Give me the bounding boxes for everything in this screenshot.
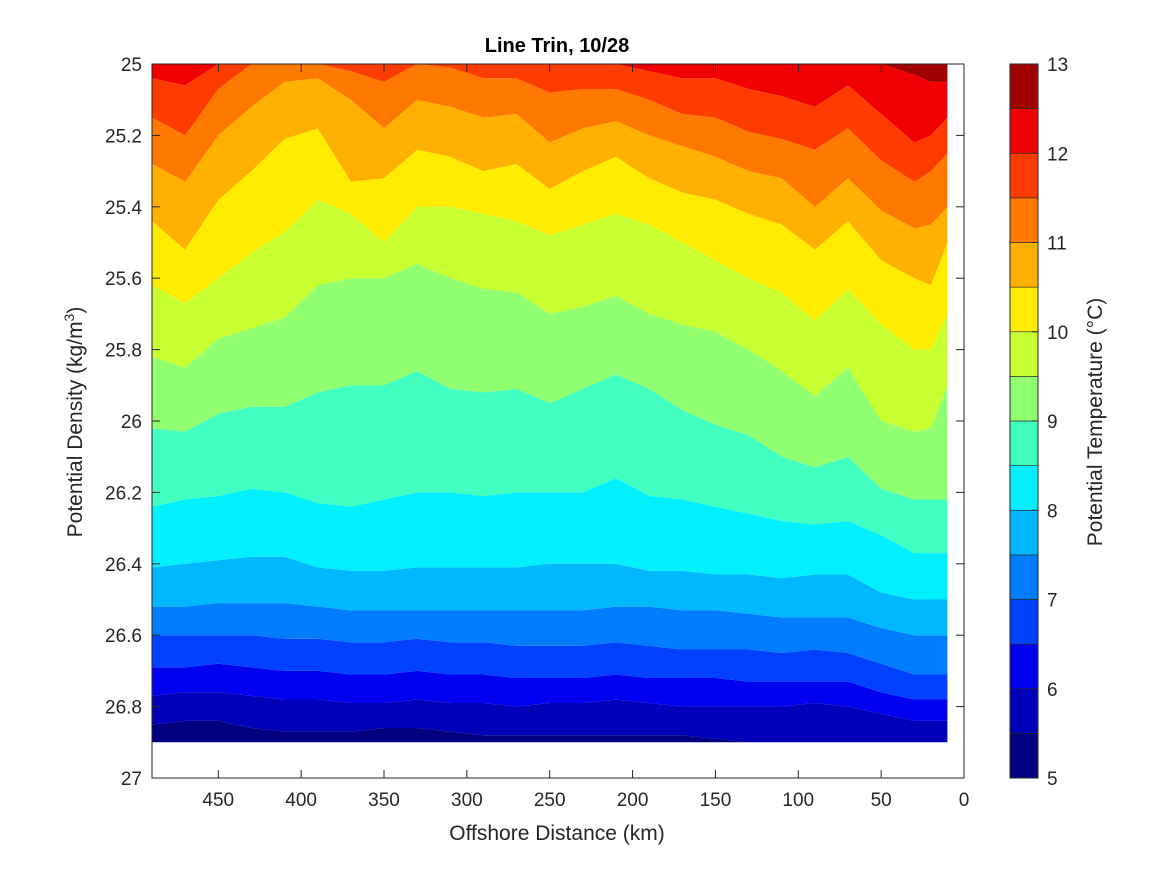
contour-band-2: [152, 663, 948, 721]
colorbar-tick-label-5: 5: [1047, 769, 1058, 790]
y-tick-label-0: 25: [121, 55, 142, 76]
contour-band-8: [152, 263, 948, 500]
contour-band-12: [152, 64, 948, 229]
colorbar-segment-5: [1009, 509, 1039, 556]
x-tick-label-50: 50: [871, 790, 892, 811]
x-axis-label: Offshore Distance (km): [449, 822, 665, 845]
contour-band-1: [152, 692, 948, 743]
colorbar-tick-label-6: 6: [1047, 680, 1058, 701]
contour-band-3: [152, 635, 948, 700]
y-axis: 25 25.2 25.4 25.6 25.8 26 26.2 26.4 26.6 26.8 27: [105, 55, 964, 790]
colorbar-segment-7: [1009, 420, 1039, 466]
colorbar-tick-label-10: 10: [1047, 323, 1068, 344]
y-tick-label-8: 26.6: [105, 626, 142, 647]
y-axis-label-main: Potential Density (kg/m: [64, 321, 87, 537]
y-tick-label-10: 27: [121, 769, 142, 790]
colorbar-segment-11: [1009, 242, 1039, 288]
colorbar-tick-label-9: 9: [1047, 412, 1058, 433]
colorbar-segment-14: [1009, 108, 1039, 154]
colorbar-segment-13: [1009, 152, 1039, 199]
colorbar-tick-label-13: 13: [1047, 55, 1068, 76]
colorbar-segment-2: [1009, 643, 1039, 690]
x-tick-label-300: 300: [451, 790, 483, 811]
contour-band-7: [152, 371, 948, 554]
colorbar-segment-4: [1009, 554, 1039, 600]
y-tick-label-4: 25.8: [105, 341, 142, 362]
y-tick-label-6: 26.2: [105, 483, 142, 504]
y-axis-label-superscript: 3: [61, 313, 77, 321]
colorbar-segment-6: [1009, 465, 1039, 511]
y-axis-label-close: ): [64, 307, 87, 314]
x-tick-label-250: 250: [534, 790, 566, 811]
y-tick-label-3: 25.6: [105, 269, 142, 290]
y-tick-label-5: 26: [121, 412, 142, 433]
x-axis: 450 400 350 300 250 200 150 100 50 0: [202, 64, 969, 811]
plot-area: [151, 63, 965, 779]
y-tick-label-1: 25.2: [105, 126, 142, 147]
contour-band-10: [152, 128, 948, 350]
colorbar-segment-3: [1009, 599, 1039, 645]
colorbar-segment-10: [1009, 286, 1039, 333]
colorbar-tick-label-12: 12: [1047, 144, 1068, 165]
colorbar-segment-15: [1009, 63, 1039, 109]
x-tick-label-400: 400: [285, 790, 317, 811]
colorbar: 5 6 7 8 9 10 11 12 13: [1009, 55, 1068, 790]
contour-band-4: [152, 603, 948, 675]
contour-band-5: [152, 556, 948, 636]
colorbar-label: Potential Temperature (°C): [1084, 298, 1107, 546]
contour-band-14: [152, 64, 948, 143]
contour-band-0: [152, 599, 948, 743]
colorbar-tick-label-7: 7: [1047, 591, 1058, 612]
colorbar-segment-12: [1009, 197, 1039, 243]
contour-band-11: [152, 78, 948, 286]
x-tick-label-150: 150: [700, 790, 732, 811]
y-tick-label-2: 25.4: [105, 198, 142, 219]
colorbar-segment-1: [1009, 688, 1039, 734]
colorbar-segment-9: [1009, 331, 1039, 377]
x-tick-label-100: 100: [782, 790, 814, 811]
contour-band-13: [152, 64, 948, 182]
chart-title: Line Trin, 10/28: [485, 35, 630, 57]
x-tick-label-350: 350: [368, 790, 400, 811]
x-tick-label-450: 450: [202, 790, 234, 811]
y-axis-label: Potential Density (kg/m3): [61, 307, 87, 538]
y-tick-label-7: 26.4: [105, 555, 142, 576]
contour-band-9: [152, 199, 948, 432]
colorbar-tick-label-8: 8: [1047, 501, 1058, 522]
colorbar-segment-0: [1009, 733, 1039, 779]
colorbar-segment-8: [1009, 376, 1039, 422]
y-tick-label-9: 26.8: [105, 698, 142, 719]
colorbar-tick-label-11: 11: [1047, 234, 1067, 255]
contour-band-6: [152, 478, 948, 600]
x-tick-label-0: 0: [959, 790, 970, 811]
x-tick-label-200: 200: [617, 790, 649, 811]
